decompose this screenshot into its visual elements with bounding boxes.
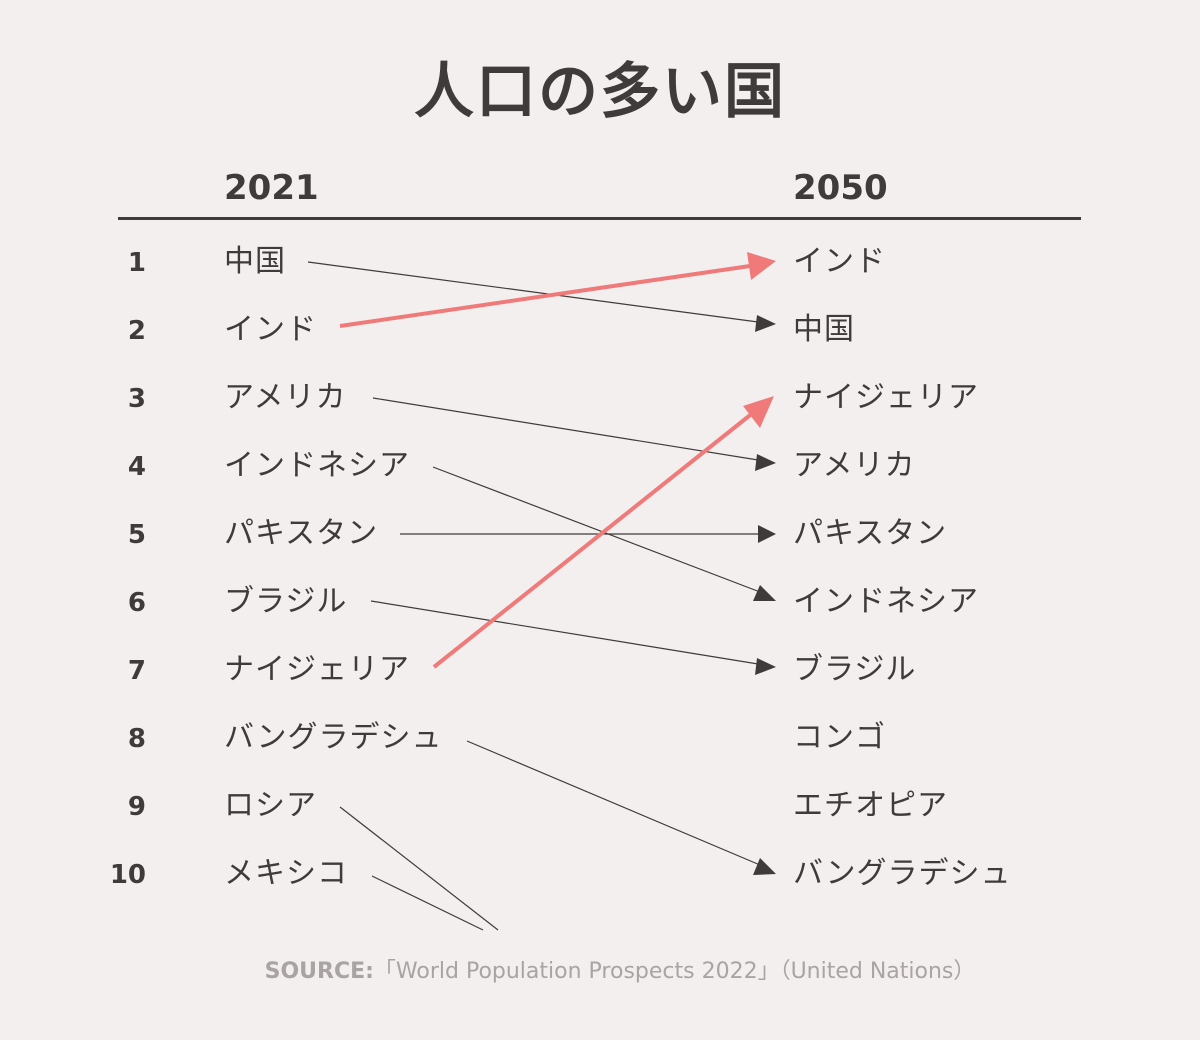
country-2050-rank-3: ナイジェリア <box>793 380 979 415</box>
country-2050-rank-5: パキスタン <box>793 516 948 551</box>
country-2021-rank-8: バングラデシュ <box>224 720 443 755</box>
arrow-indonesia <box>432 466 776 601</box>
country-2021-rank-6: ブラジル <box>224 584 348 619</box>
arrow-pakistan <box>400 525 776 543</box>
country-2021-rank-2: インド <box>224 312 317 347</box>
rank-4: 4 <box>127 452 146 482</box>
rank-1: 1 <box>127 248 146 278</box>
arrow-india-highlight <box>339 252 776 328</box>
country-2050-rank-6: インドネシア <box>793 584 979 619</box>
arrow-bangladesh <box>466 740 776 875</box>
country-2021-rank-7: ナイジェリア <box>224 652 410 687</box>
country-2021-rank-4: インドネシア <box>224 448 410 483</box>
country-2050-rank-9: エチオピア <box>793 788 948 823</box>
rank-8: 8 <box>127 724 146 754</box>
rank-10: 10 <box>109 860 146 890</box>
rank-5: 5 <box>127 520 146 550</box>
country-2021-rank-3: アメリカ <box>224 380 347 415</box>
rank-9: 9 <box>127 792 146 822</box>
rank-2: 2 <box>127 316 146 346</box>
rank-3: 3 <box>127 384 146 414</box>
country-2021-rank-9: ロシア <box>224 788 317 823</box>
page-title: 人口の多い国 <box>414 57 786 127</box>
source-text: 「World Population Prospects 2022」（United… <box>373 959 976 984</box>
country-2050-rank-7: ブラジル <box>793 652 917 687</box>
arrow-brazil <box>370 600 776 675</box>
country-2050-rank-8: コンゴ <box>793 720 886 755</box>
year-header-2021: 2021 <box>224 168 319 208</box>
country-2021-rank-1: 中国 <box>224 244 286 279</box>
country-2050-rank-4: アメリカ <box>793 448 916 483</box>
arrow-mexico-out <box>371 875 484 931</box>
country-2050-rank-2: 中国 <box>793 312 855 347</box>
arrow-nigeria-highlight <box>432 396 774 669</box>
header-divider <box>118 217 1081 220</box>
rank-7: 7 <box>127 656 146 686</box>
country-2050-rank-1: インド <box>793 244 886 279</box>
rank-6: 6 <box>127 588 146 618</box>
source-label: SOURCE: <box>264 959 374 984</box>
year-header-2050: 2050 <box>793 168 888 208</box>
country-2021-rank-5: パキスタン <box>224 516 379 551</box>
arrow-russia-out <box>339 806 499 931</box>
country-2050-rank-10: バングラデシュ <box>793 856 1012 891</box>
arrow-china <box>307 261 776 332</box>
source-note: SOURCE:「World Population Prospects 2022」… <box>0 957 1200 987</box>
country-2021-rank-10: メキシコ <box>224 856 348 891</box>
arrow-usa <box>372 397 776 471</box>
